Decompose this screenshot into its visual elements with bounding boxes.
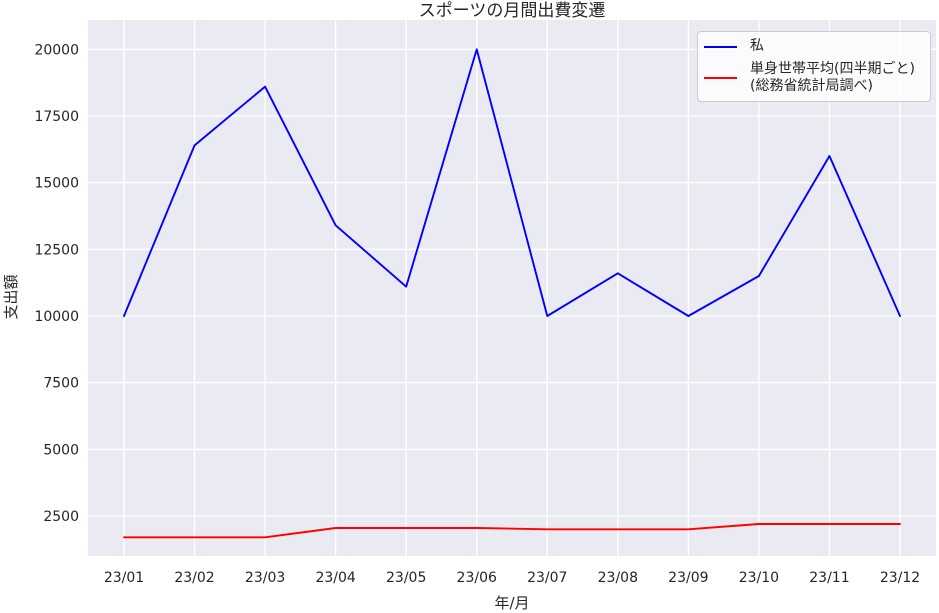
legend-item-average: 単身世帯平均(四半期ごと) (総務省統計局調べ) bbox=[704, 61, 920, 95]
legend-label-me: 私 bbox=[750, 38, 764, 54]
x-tick-label: 23/05 bbox=[386, 570, 426, 586]
legend-line-average-icon bbox=[704, 77, 737, 79]
x-tick-label: 23/09 bbox=[668, 570, 708, 586]
y-tick-label: 12500 bbox=[34, 242, 79, 258]
y-tick-label: 15000 bbox=[34, 176, 79, 192]
x-tick-label: 23/10 bbox=[739, 570, 779, 586]
x-tick-label: 23/06 bbox=[457, 570, 497, 586]
legend-line-me-icon bbox=[704, 45, 737, 48]
x-tick-label: 23/11 bbox=[809, 570, 849, 586]
chart-title: スポーツの月間出費変遷 bbox=[419, 1, 606, 21]
series-line-0 bbox=[123, 48, 901, 317]
gridlines bbox=[88, 20, 936, 556]
x-tick-label: 23/02 bbox=[174, 570, 214, 586]
y-tick-label: 5000 bbox=[43, 442, 79, 458]
x-axis-label: 年/月 bbox=[494, 594, 529, 612]
x-tick-label: 23/03 bbox=[245, 570, 285, 586]
y-tick-label: 7500 bbox=[43, 376, 79, 392]
y-tick-label: 17500 bbox=[34, 109, 79, 125]
y-tick-label: 2500 bbox=[43, 509, 79, 525]
y-axis-label: 支出額 bbox=[2, 274, 20, 319]
x-tick-label: 23/08 bbox=[598, 570, 638, 586]
x-tick-label: 23/01 bbox=[104, 570, 144, 586]
series-line-1 bbox=[123, 523, 901, 539]
x-tick-label: 23/04 bbox=[315, 570, 355, 586]
legend-item-me: 私 bbox=[704, 38, 920, 55]
x-tick-label: 23/07 bbox=[527, 570, 567, 586]
legend-label-average: 単身世帯平均(四半期ごと) (総務省統計局調べ) bbox=[750, 61, 915, 94]
x-tick-label: 23/12 bbox=[880, 570, 920, 586]
y-tick-label: 10000 bbox=[34, 309, 79, 325]
y-axis-ticks: 2500 5000 7500 10000 12500 15000 17500 20000 bbox=[34, 42, 79, 525]
series-lines bbox=[123, 48, 901, 539]
legend: 私 単身世帯平均(四半期ごと) (総務省統計局調べ) bbox=[697, 31, 931, 102]
y-tick-label: 20000 bbox=[34, 42, 79, 58]
plot-background bbox=[88, 20, 936, 556]
x-axis-ticks: 23/01 23/02 23/03 23/04 23/05 23/06 23/07 23/08… bbox=[104, 570, 920, 586]
